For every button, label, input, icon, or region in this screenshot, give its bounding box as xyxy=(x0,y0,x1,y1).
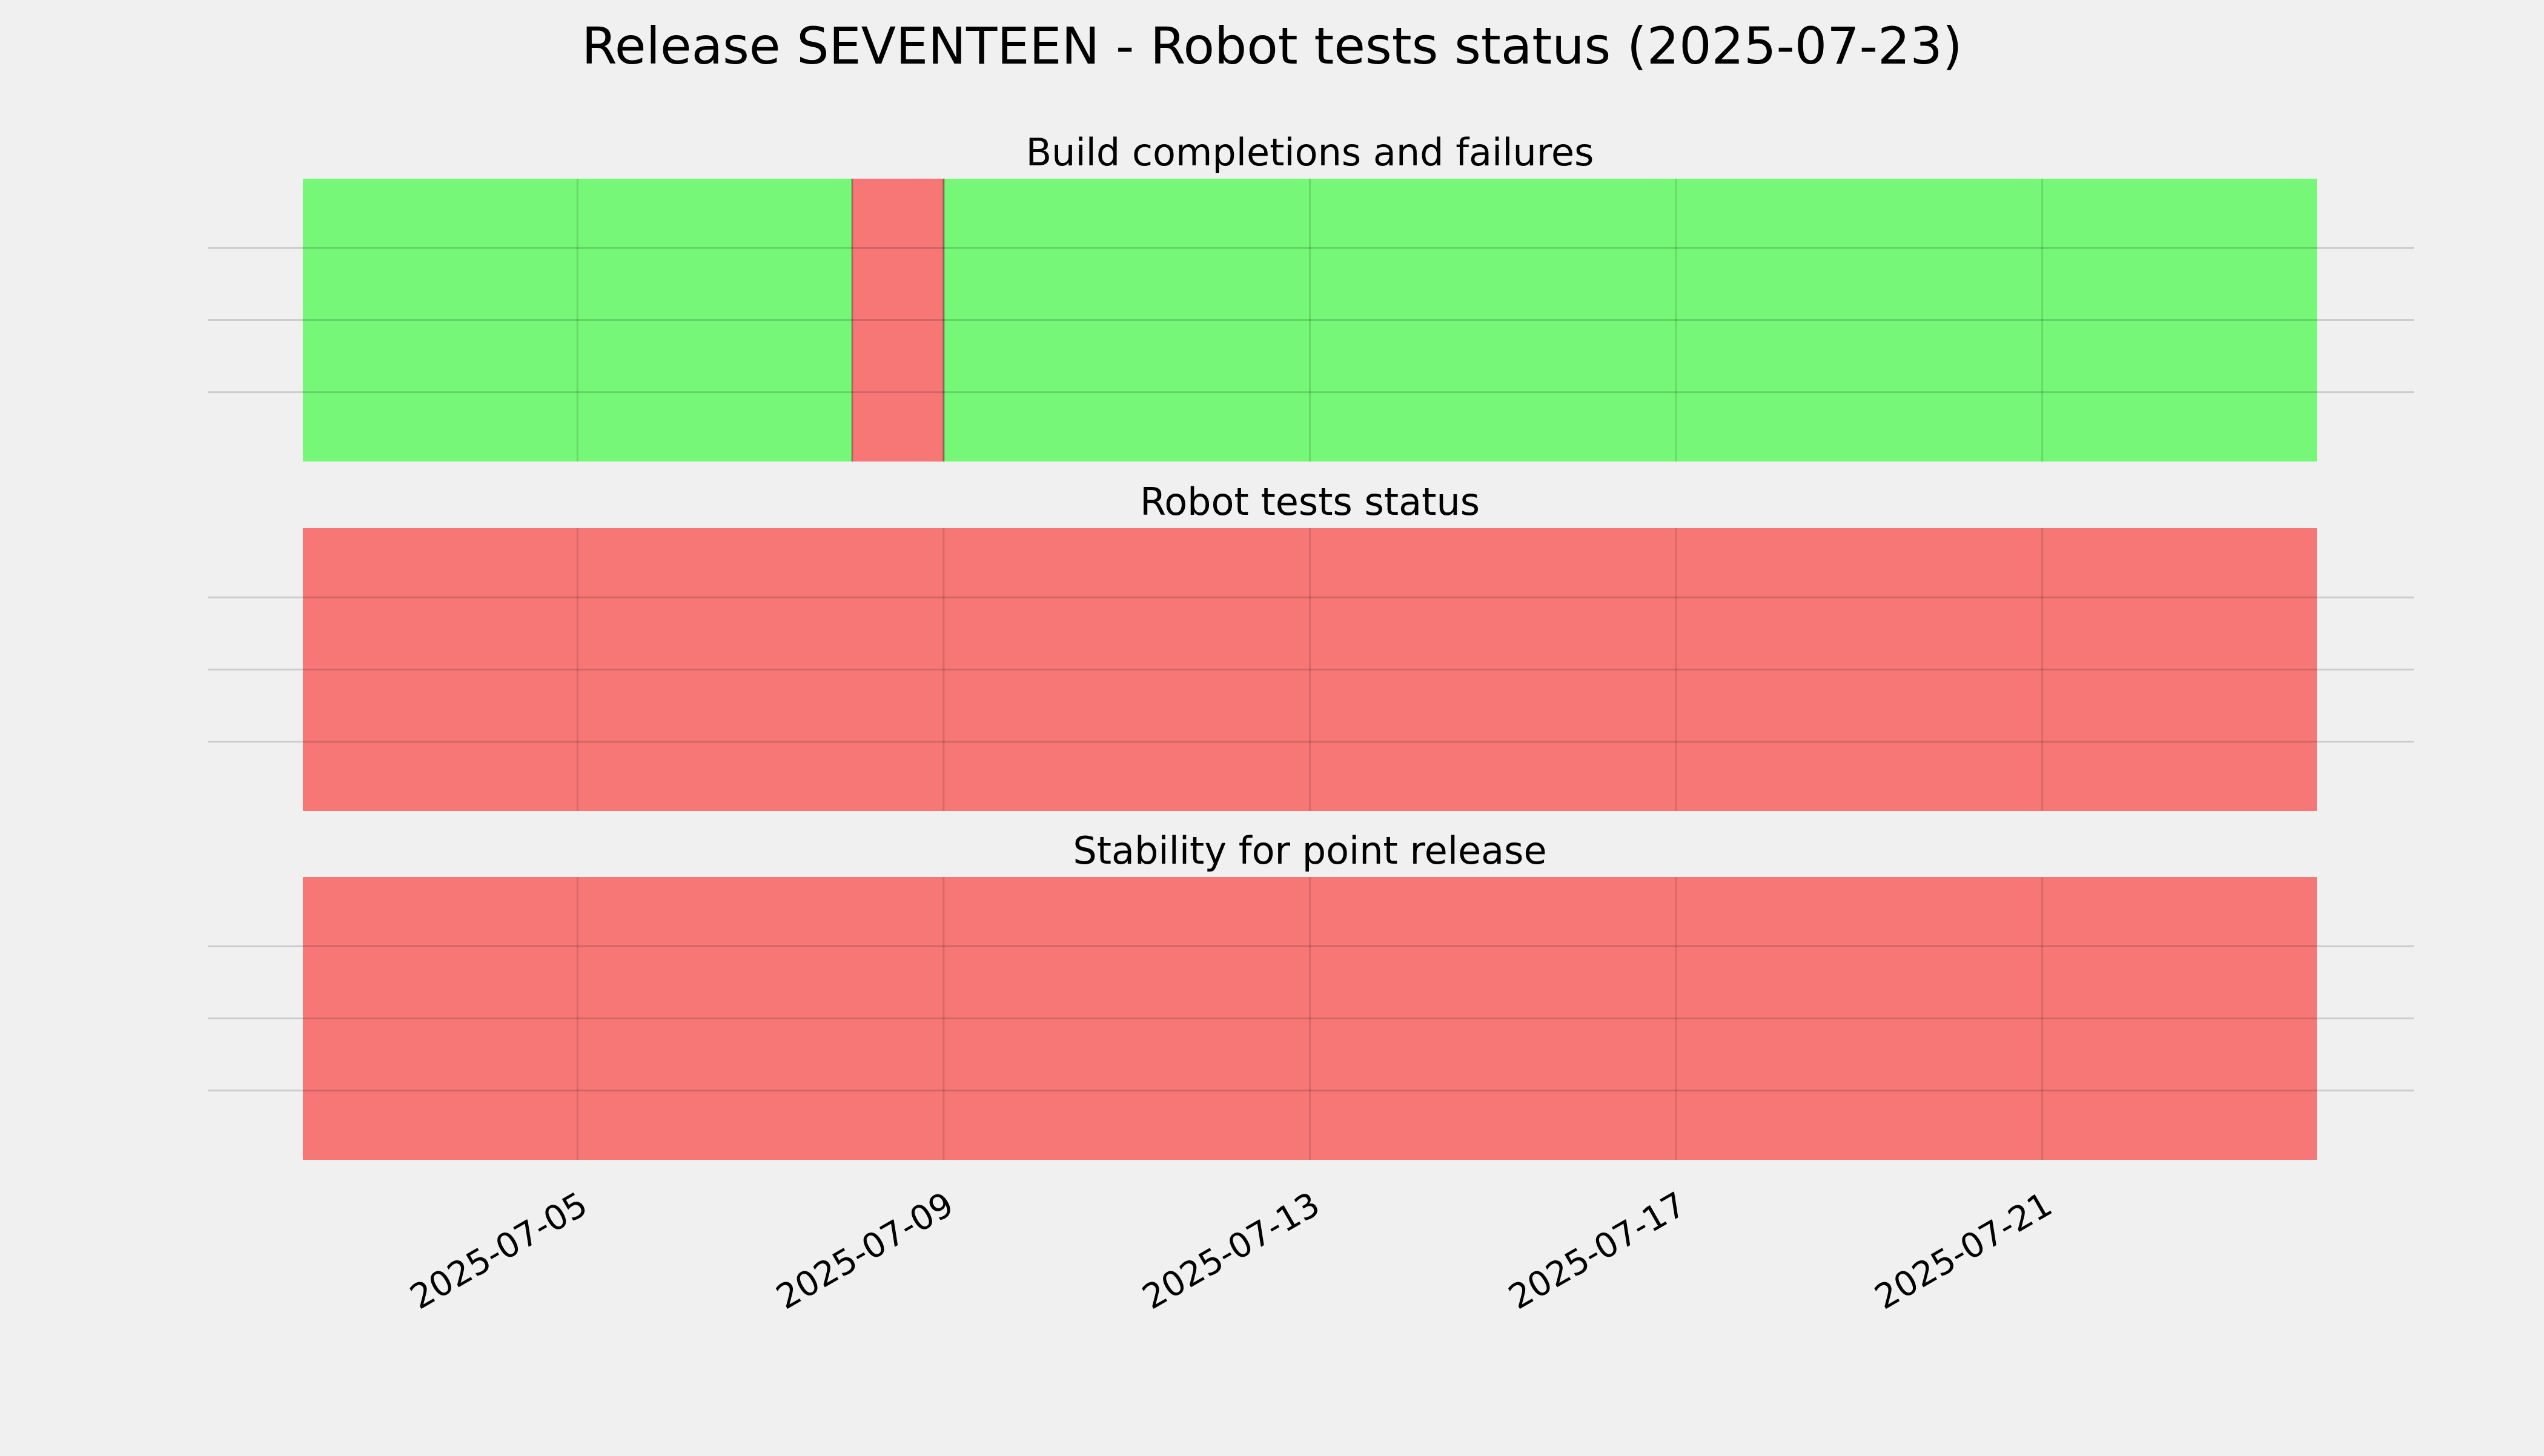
panel-3: Stability for point release xyxy=(208,829,2414,1160)
panel-title-2: Robot tests status xyxy=(1140,480,1480,524)
status-segment-fail xyxy=(303,528,2317,811)
panel-2: Robot tests status xyxy=(208,480,2414,811)
panel-title-3: Stability for point release xyxy=(1073,829,1546,873)
status-segment-fail xyxy=(303,877,2317,1160)
status-segment-fail xyxy=(852,179,944,462)
chart-title: Release SEVENTEEN - Robot tests status (… xyxy=(581,16,1962,76)
panels-group: Build completions and failures Robot test… xyxy=(208,130,2414,1160)
panel-title-1: Build completions and failures xyxy=(1026,130,1594,174)
status-segment-pass xyxy=(943,179,2317,462)
panel-1: Build completions and failures xyxy=(208,130,2414,462)
status-segment-pass xyxy=(303,179,852,462)
